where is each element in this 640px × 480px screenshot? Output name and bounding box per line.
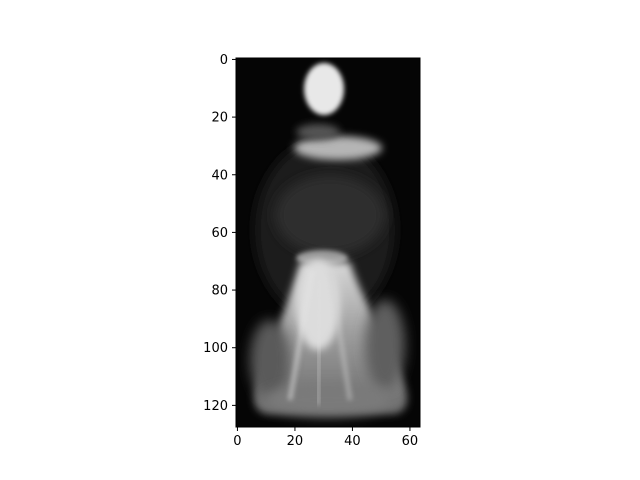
skirt-streak-2 — [327, 269, 353, 401]
shoulder-band-faint — [296, 124, 340, 140]
shoulder-band — [294, 136, 382, 160]
x-axis: 0 20 40 60 — [233, 427, 418, 449]
x-tick-label: 40 — [344, 434, 361, 449]
y-tick-label: 40 — [211, 168, 228, 183]
axes-frame — [235, 57, 421, 428]
y-tick-label: 0 — [220, 53, 228, 68]
y-axis: 0 20 40 60 80 100 120 — [203, 53, 236, 414]
skirt-side-right — [365, 300, 405, 390]
y-tick-label: 120 — [203, 399, 228, 414]
skirt-side-left — [250, 320, 290, 400]
torso-faint — [275, 175, 385, 255]
image-area — [236, 58, 420, 427]
x-tick-label: 60 — [402, 434, 419, 449]
head-blob — [304, 63, 344, 115]
y-tick-label: 20 — [211, 111, 228, 126]
x-tick-label: 0 — [233, 434, 241, 449]
y-tick-label: 60 — [211, 226, 228, 241]
skirt-streak-1 — [287, 269, 315, 401]
skirt-bottom — [263, 384, 393, 416]
y-tick-label: 100 — [203, 341, 228, 356]
y-tick-label: 80 — [211, 284, 228, 299]
x-tick-label: 20 — [287, 434, 304, 449]
skirt-streak-3 — [316, 279, 322, 406]
